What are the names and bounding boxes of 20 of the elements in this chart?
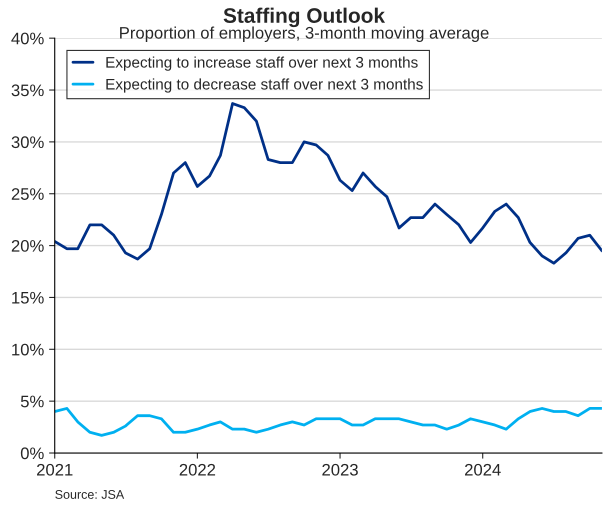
x-tick-label: 2021 bbox=[37, 464, 72, 476]
y-tick-label: 35% bbox=[12, 84, 44, 96]
source-note: Source: JSA bbox=[55, 490, 124, 499]
chart-title: Staffing Outlook bbox=[224, 8, 386, 28]
chart-subtitle: Proportion of employers, 3-month moving average bbox=[120, 26, 489, 42]
y-tick-label: 40% bbox=[11, 32, 44, 44]
line-series bbox=[54, 102, 602, 265]
y-tick-label: 15% bbox=[12, 292, 44, 304]
legend-label: Expecting to increase staff over next 3 months bbox=[106, 56, 418, 71]
y-tick-label: 30% bbox=[12, 136, 44, 148]
x-tick-label: 2022 bbox=[180, 464, 216, 476]
y-tick-label: 10% bbox=[12, 344, 44, 356]
x-tick-label: 2024 bbox=[465, 464, 501, 476]
y-tick-label: 0% bbox=[20, 447, 44, 460]
y-tick-label: 25% bbox=[12, 188, 44, 200]
y-tick-label: 5% bbox=[20, 396, 44, 408]
legend-label: Expecting to decrease staff over next 3 months bbox=[106, 78, 423, 93]
y-tick-label: 20% bbox=[12, 240, 44, 252]
x-tick-label: 2023 bbox=[322, 464, 358, 476]
line-series bbox=[54, 407, 602, 437]
